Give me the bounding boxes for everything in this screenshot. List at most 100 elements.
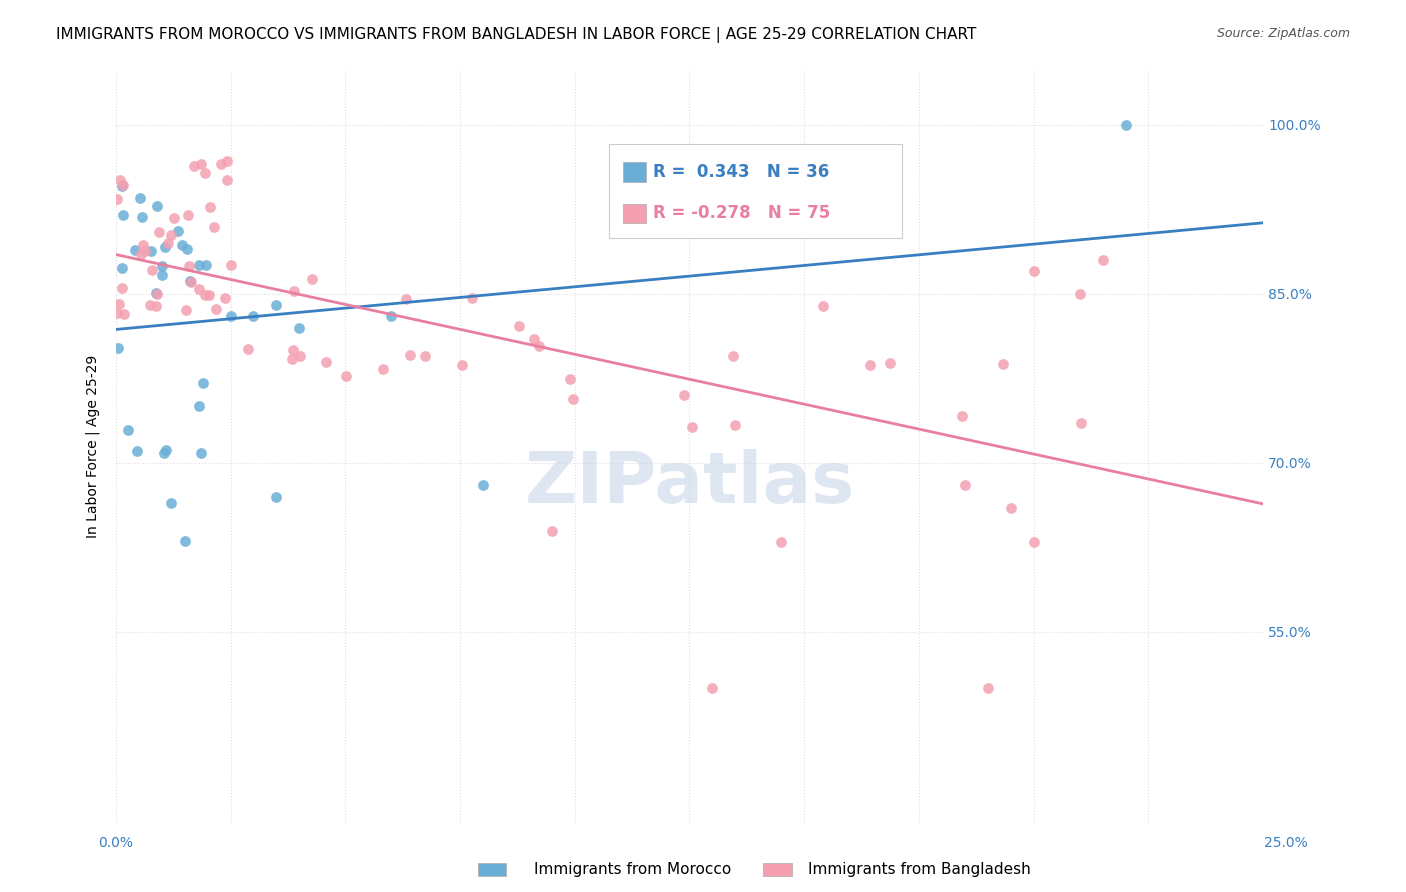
Point [288,320,311,334]
Point [167,224,190,238]
Point [215,154,238,169]
Point [179,259,201,273]
Point [1115,118,1137,132]
Point [1022,264,1045,278]
Point [217,173,239,187]
Point [172,237,194,252]
Point [560,371,582,385]
Text: Immigrants from Bangladesh: Immigrants from Bangladesh [808,863,1031,877]
Point [187,282,209,296]
Text: Immigrants from Morocco: Immigrants from Morocco [534,863,731,877]
Point [380,310,402,324]
Point [111,179,134,194]
Point [451,358,474,372]
Point [523,332,546,346]
Point [395,292,418,306]
Point [155,443,177,458]
Point [107,341,129,355]
Point [124,243,146,257]
Point [266,298,288,312]
Point [163,211,186,225]
Text: IMMIGRANTS FROM MOROCCO VS IMMIGRANTS FROM BANGLADESH IN LABOR FORCE | AGE 25-29: IMMIGRANTS FROM MOROCCO VS IMMIGRANTS FR… [56,27,977,43]
Point [156,236,179,251]
Point [190,157,212,171]
Point [540,524,562,538]
Point [198,288,221,302]
Point [811,299,834,313]
Point [205,302,228,317]
Point [129,247,152,261]
Point [183,159,205,173]
Point [132,237,155,252]
Point [721,349,744,363]
Point [108,296,131,310]
Point [508,319,530,334]
Point [139,298,162,312]
Point [180,275,202,289]
Point [153,240,176,254]
Point [562,392,585,406]
Point [190,446,212,460]
Point [527,339,550,353]
Point [315,354,337,368]
Point [290,349,312,363]
Point [160,496,183,510]
Point [859,358,882,372]
Text: R = -0.278   N = 75: R = -0.278 N = 75 [652,204,830,222]
Point [108,173,131,187]
Point [194,166,217,180]
Point [471,478,494,492]
Point [461,291,484,305]
Text: R =  0.343   N = 36: R = 0.343 N = 36 [652,163,830,181]
Point [117,423,139,437]
Point [977,681,1000,696]
Y-axis label: In Labor Force | Age 25-29: In Labor Force | Age 25-29 [86,354,100,538]
Point [153,446,176,460]
Point [188,399,211,413]
Point [219,258,242,272]
Point [281,351,304,366]
Point [145,299,167,313]
Point [681,420,703,434]
Point [236,343,259,357]
Point [146,199,169,213]
Point [335,368,357,383]
Bar [623,162,645,182]
Point [209,157,232,171]
Point [283,284,305,298]
Point [194,258,217,272]
Point [112,178,135,192]
Point [111,208,134,222]
Point [399,348,422,362]
Point [219,310,242,324]
Point [150,268,173,282]
Point [1070,416,1092,430]
Point [176,242,198,256]
Point [146,286,169,301]
Point [125,444,148,458]
Point [141,263,163,277]
Point [194,288,217,302]
Point [371,361,394,376]
Point [139,244,162,259]
Point [415,349,437,363]
Point [200,200,222,214]
Point [131,210,153,224]
Text: 25.0%: 25.0% [1264,836,1308,850]
Point [1091,253,1114,268]
Point [179,274,201,288]
Point [145,286,167,301]
Point [724,417,747,432]
Point [1069,286,1091,301]
Point [673,387,696,401]
Text: ZIPatlas: ZIPatlas [524,450,855,518]
Bar [623,203,645,223]
Point [242,310,264,324]
Point [266,490,288,504]
Point [148,226,170,240]
Point [177,208,200,222]
Point [160,228,183,243]
Point [1000,500,1022,515]
Point [111,260,134,275]
Point [879,356,901,370]
